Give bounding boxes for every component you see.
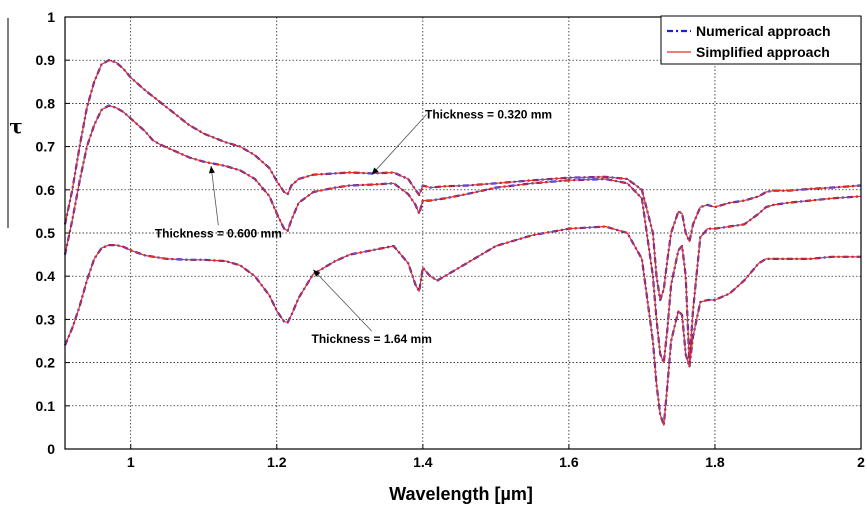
annotation-label-1: Thickness = 0.600 mm xyxy=(155,226,282,240)
annotation-arrow-2 xyxy=(313,269,373,332)
y-tick-label: 0.9 xyxy=(36,52,56,68)
series-line-numerical-2 xyxy=(63,225,861,427)
annotation-arrow-0 xyxy=(371,114,427,175)
series-line-simplified-2 xyxy=(64,225,861,426)
y-tick-label: 0.8 xyxy=(36,95,56,111)
annotation-arrow-1 xyxy=(210,165,219,226)
x-tick-label: 1.6 xyxy=(559,454,579,470)
y-tick-label: 0.6 xyxy=(36,182,56,198)
series-lines xyxy=(63,59,862,427)
legend-box xyxy=(660,15,862,65)
series-line-numerical-0 xyxy=(63,59,862,302)
legend: Numerical approach Simplified approach xyxy=(660,15,862,65)
x-tick-label: 1.8 xyxy=(705,454,725,470)
x-tick-label: 2 xyxy=(857,454,865,470)
x-tick-label: 1.4 xyxy=(413,454,433,470)
annotations: Thickness = 0.320 mm Thickness = 0.600 mm… xyxy=(155,108,552,347)
y-axis-title: τ xyxy=(9,114,22,138)
y-tick-label: 0.5 xyxy=(36,225,56,241)
x-tick-label: 1 xyxy=(127,454,135,470)
y-tick-label: 1 xyxy=(47,9,55,25)
annotation-label-0: Thickness = 0.320 mm xyxy=(425,108,552,122)
annotation-label-2: Thickness = 1.64 mm xyxy=(312,332,432,346)
y-tick-label: 0.7 xyxy=(36,139,56,155)
series-line-simplified-0 xyxy=(64,59,862,301)
y-tick-label: 0.4 xyxy=(36,268,56,284)
y-tick-label: 0.2 xyxy=(36,355,56,371)
axis-ticks: 1 1.2 1.4 1.6 1.8 2 0 0.1 0.2 0.3 0.4 0.5 0.6 0.7 0.8 0… xyxy=(36,9,866,470)
annotation-arrowhead-0 xyxy=(371,167,379,175)
legend-label-numerical: Numerical approach xyxy=(696,23,831,39)
y-tick-label: 0 xyxy=(47,441,55,457)
y-tick-label: 0.1 xyxy=(36,398,56,414)
legend-label-simplified: Simplified approach xyxy=(696,44,830,60)
x-axis-title: Wavelength [µm] xyxy=(389,484,533,504)
series-line-simplified-1 xyxy=(64,104,862,364)
x-tick-label: 1.2 xyxy=(267,454,287,470)
annotation-arrowhead-1 xyxy=(208,166,215,174)
annotation-arrowhead-2 xyxy=(313,269,321,277)
y-tick-label: 0.3 xyxy=(36,311,56,327)
